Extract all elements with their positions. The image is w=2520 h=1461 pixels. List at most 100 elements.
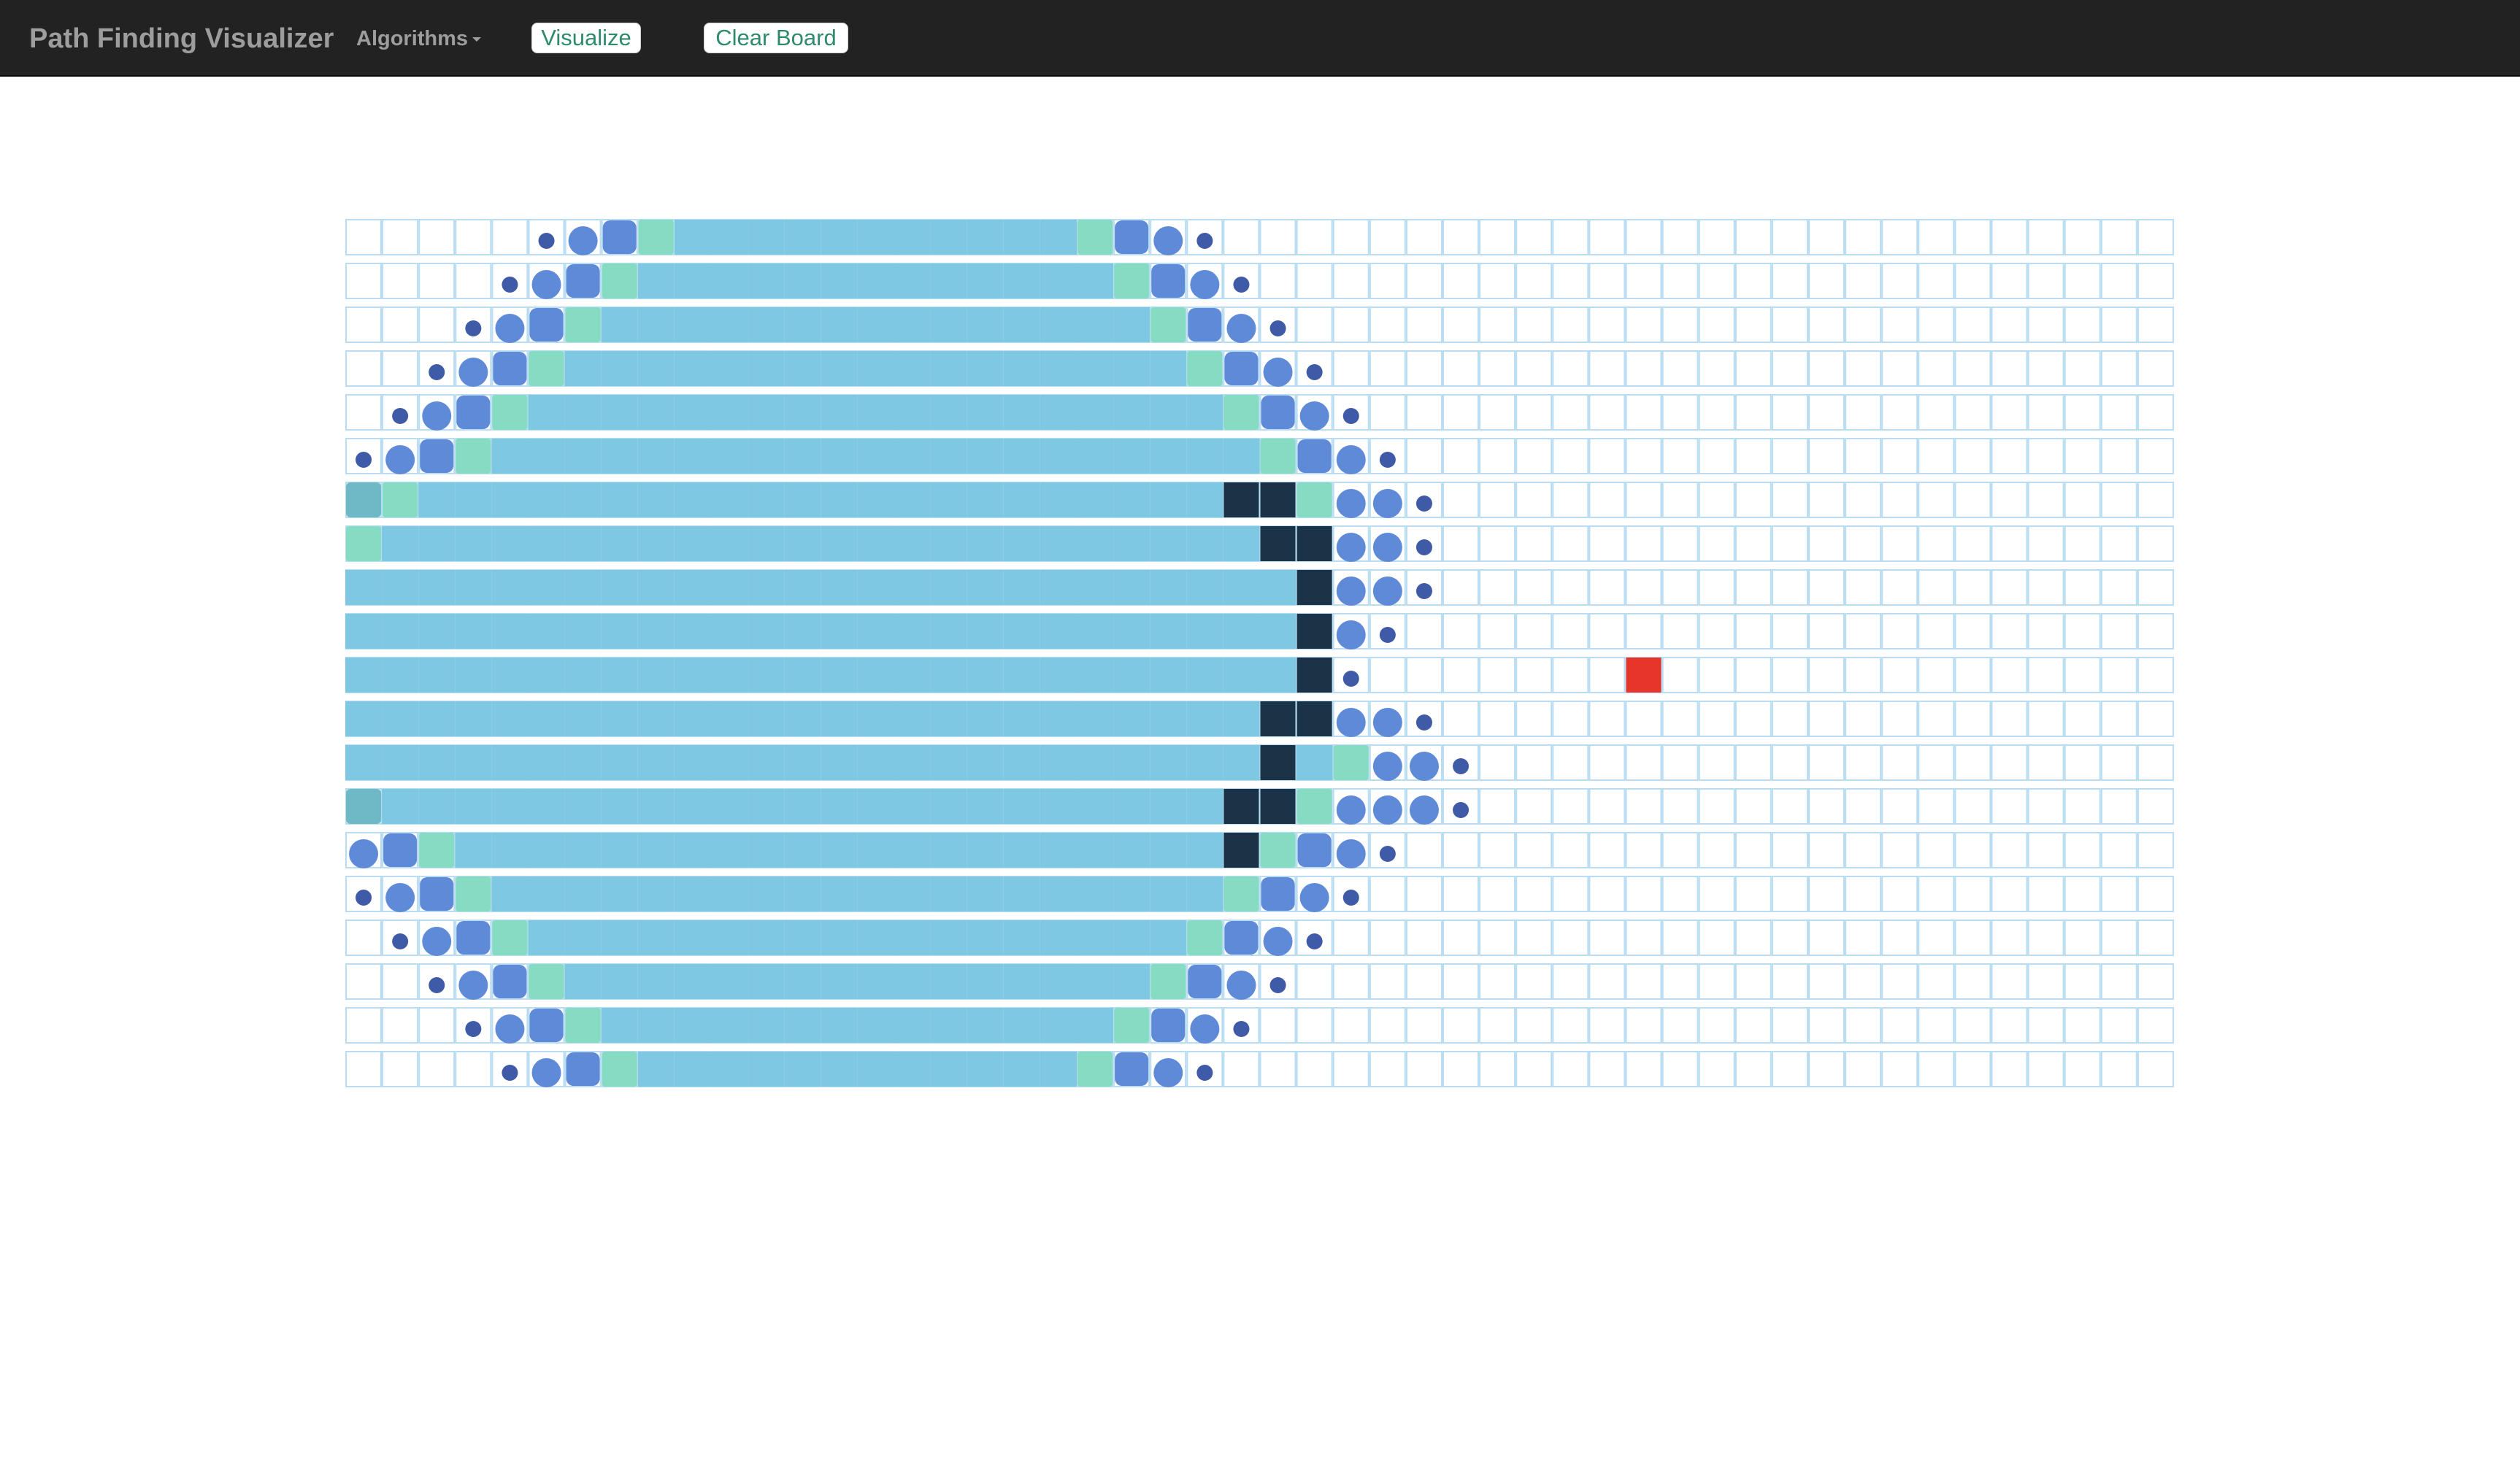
- visited-node[interactable]: [1003, 482, 1040, 517]
- visited-node-fresh[interactable]: [346, 526, 381, 561]
- grid-cell[interactable]: [1443, 832, 1479, 868]
- frontier-node[interactable]: [1336, 533, 1366, 562]
- grid-cell[interactable]: [418, 263, 456, 299]
- visited-node[interactable]: [1223, 526, 1260, 561]
- visited-node[interactable]: [857, 876, 894, 911]
- visited-node[interactable]: [821, 351, 858, 386]
- grid-cell[interactable]: [1991, 525, 2028, 562]
- grid-cell[interactable]: [1625, 920, 1662, 956]
- visited-node[interactable]: [345, 570, 383, 605]
- visited-node[interactable]: [1077, 263, 1114, 298]
- grid-cell[interactable]: [1479, 350, 1516, 387]
- grid-cell[interactable]: [2027, 307, 2064, 343]
- grid-cell[interactable]: [2027, 1007, 2064, 1044]
- visited-node[interactable]: [1259, 658, 1297, 693]
- visited-node[interactable]: [821, 876, 858, 911]
- grid-cell[interactable]: [345, 963, 382, 1000]
- grid-cell[interactable]: [1479, 876, 1516, 912]
- visited-node[interactable]: [1223, 701, 1260, 736]
- grid-cell[interactable]: [1991, 788, 2028, 825]
- visited-node[interactable]: [711, 1052, 748, 1087]
- visited-node-fresh[interactable]: [602, 1052, 637, 1087]
- grid-cell[interactable]: [1845, 876, 1882, 912]
- visited-node[interactable]: [1040, 570, 1077, 605]
- visited-node[interactable]: [894, 701, 931, 736]
- visited-node[interactable]: [1150, 658, 1187, 693]
- grid-cell[interactable]: [1625, 963, 1662, 1000]
- visited-node[interactable]: [1040, 351, 1077, 386]
- grid-cell[interactable]: [1918, 263, 1955, 299]
- grid-cell[interactable]: [1552, 613, 1589, 649]
- grid-cell[interactable]: [1698, 613, 1735, 649]
- grid-cell[interactable]: [1845, 525, 1882, 562]
- visited-node[interactable]: [821, 395, 858, 430]
- grid-cell[interactable]: [1954, 438, 1991, 474]
- grid-cell[interactable]: [1516, 1007, 1553, 1044]
- grid-cell[interactable]: [1845, 657, 1882, 693]
- grid-cell[interactable]: [1625, 788, 1662, 825]
- grid-cell[interactable]: [1332, 307, 1370, 343]
- grid-cell[interactable]: [1771, 263, 1808, 299]
- grid-cell[interactable]: [1881, 701, 1918, 737]
- grid-cell[interactable]: [1735, 876, 1772, 912]
- visited-node[interactable]: [1150, 614, 1187, 649]
- visited-node[interactable]: [821, 263, 858, 298]
- visited-node[interactable]: [967, 1008, 1004, 1043]
- visited-node-fresh[interactable]: [1187, 351, 1223, 386]
- grid-cell[interactable]: [2100, 657, 2137, 693]
- visited-node[interactable]: [894, 307, 931, 342]
- grid-cell[interactable]: [1954, 263, 1991, 299]
- visited-node[interactable]: [784, 701, 821, 736]
- grid-cell[interactable]: [1918, 876, 1955, 912]
- grid-cell[interactable]: [2027, 920, 2064, 956]
- frontier-node[interactable]: [1372, 533, 1402, 562]
- visited-node[interactable]: [1186, 658, 1223, 693]
- visited-node[interactable]: [491, 658, 529, 693]
- grid-cell[interactable]: [1918, 350, 1955, 387]
- grid-cell[interactable]: [1771, 920, 1808, 956]
- frontier-node-new[interactable]: [1379, 452, 1396, 468]
- visited-node[interactable]: [455, 789, 492, 824]
- frontier-node[interactable]: [1151, 264, 1186, 298]
- visited-node[interactable]: [930, 745, 967, 780]
- frontier-node[interactable]: [1409, 795, 1439, 825]
- visited-node[interactable]: [748, 220, 785, 255]
- grid-cell[interactable]: [382, 350, 419, 387]
- visited-node[interactable]: [1040, 263, 1077, 298]
- grid-cell[interactable]: [1662, 263, 1699, 299]
- grid-cell[interactable]: [1808, 832, 1845, 868]
- grid-cell[interactable]: [2064, 350, 2101, 387]
- grid-cell[interactable]: [1259, 263, 1297, 299]
- visited-node[interactable]: [455, 570, 492, 605]
- grid-cell[interactable]: [1845, 701, 1882, 737]
- visited-node[interactable]: [748, 439, 785, 474]
- grid-cell[interactable]: [1881, 307, 1918, 343]
- frontier-node[interactable]: [1261, 877, 1295, 911]
- grid-cell[interactable]: [1296, 963, 1333, 1000]
- visited-node[interactable]: [1113, 701, 1150, 736]
- grid-cell[interactable]: [1918, 569, 1955, 606]
- visited-node[interactable]: [674, 395, 711, 430]
- grid-cell[interactable]: [1918, 1051, 1955, 1087]
- grid-cell[interactable]: [2027, 350, 2064, 387]
- grid-cell[interactable]: [1589, 1007, 1626, 1044]
- grid-cell[interactable]: [1405, 219, 1443, 255]
- grid-cell[interactable]: [2064, 394, 2101, 431]
- visited-node[interactable]: [748, 701, 785, 736]
- grid-cell[interactable]: [1479, 263, 1516, 299]
- grid-cell[interactable]: [2100, 744, 2137, 781]
- grid-cell[interactable]: [1918, 525, 1955, 562]
- frontier-node-new[interactable]: [1453, 802, 1470, 818]
- grid-cell[interactable]: [1881, 744, 1918, 781]
- grid-cell[interactable]: [2027, 657, 2064, 693]
- visited-node[interactable]: [711, 395, 748, 430]
- visited-node[interactable]: [382, 789, 419, 824]
- grid-cell[interactable]: [1698, 525, 1735, 562]
- grid-cell[interactable]: [1991, 613, 2028, 649]
- visited-node[interactable]: [637, 1008, 675, 1043]
- visited-node[interactable]: [637, 701, 675, 736]
- frontier-node-new[interactable]: [356, 452, 372, 468]
- visited-node[interactable]: [784, 614, 821, 649]
- grid-cell[interactable]: [1405, 832, 1443, 868]
- grid-cell[interactable]: [1332, 920, 1370, 956]
